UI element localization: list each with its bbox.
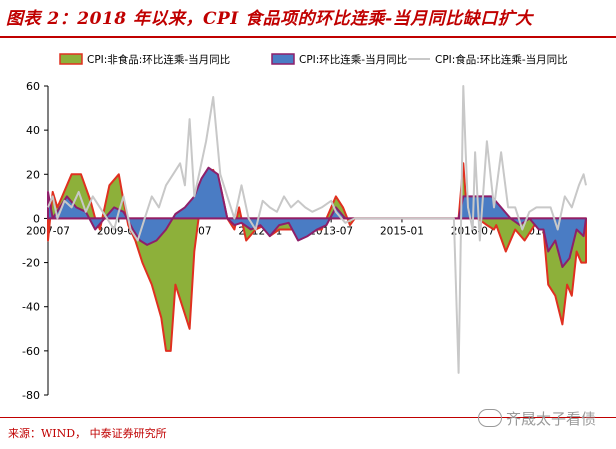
legend-swatch-total_gap	[271, 53, 295, 65]
line-series-food	[47, 85, 587, 374]
watermark-text: 齐晟太子看债	[506, 410, 597, 428]
y-tick-label: -80	[22, 389, 40, 402]
legend-label-food_gap: CPI:非食品:环比连乘-当月同比	[87, 53, 230, 66]
legend-label-food: CPI:食品:环比连乘-当月同比	[435, 53, 568, 66]
y-tick-label: 40	[26, 124, 40, 137]
y-tick-label: -40	[22, 301, 40, 314]
wechat-icon	[478, 409, 502, 427]
legend: CPI:非食品:环比连乘-当月同比 CPI:环比连乘-当月同比 CPI:食品:环比连…	[59, 53, 568, 66]
y-tick-label: -20	[22, 257, 40, 270]
footer-divider	[0, 417, 616, 418]
y-tick-label: 0	[33, 212, 40, 225]
legend-swatch-food_gap	[59, 53, 83, 65]
page-title: 图表 2：2018 年以来，CPI 食品项的环比连乘-当月同比缺口扩大	[6, 9, 533, 29]
y-tick-label: 20	[26, 168, 40, 181]
source-note: 来源：WIND， 中泰证券研究所	[8, 427, 167, 440]
y-tick-label: -60	[22, 345, 40, 358]
legend-label-total_gap: CPI:环比连乘-当月同比	[299, 53, 407, 66]
plot-series	[47, 85, 587, 374]
x-tick-label: 2015-01	[380, 225, 424, 237]
watermark: 齐晟太子看债	[478, 408, 596, 429]
title-divider	[0, 36, 616, 38]
y-tick-label: 60	[26, 80, 40, 93]
